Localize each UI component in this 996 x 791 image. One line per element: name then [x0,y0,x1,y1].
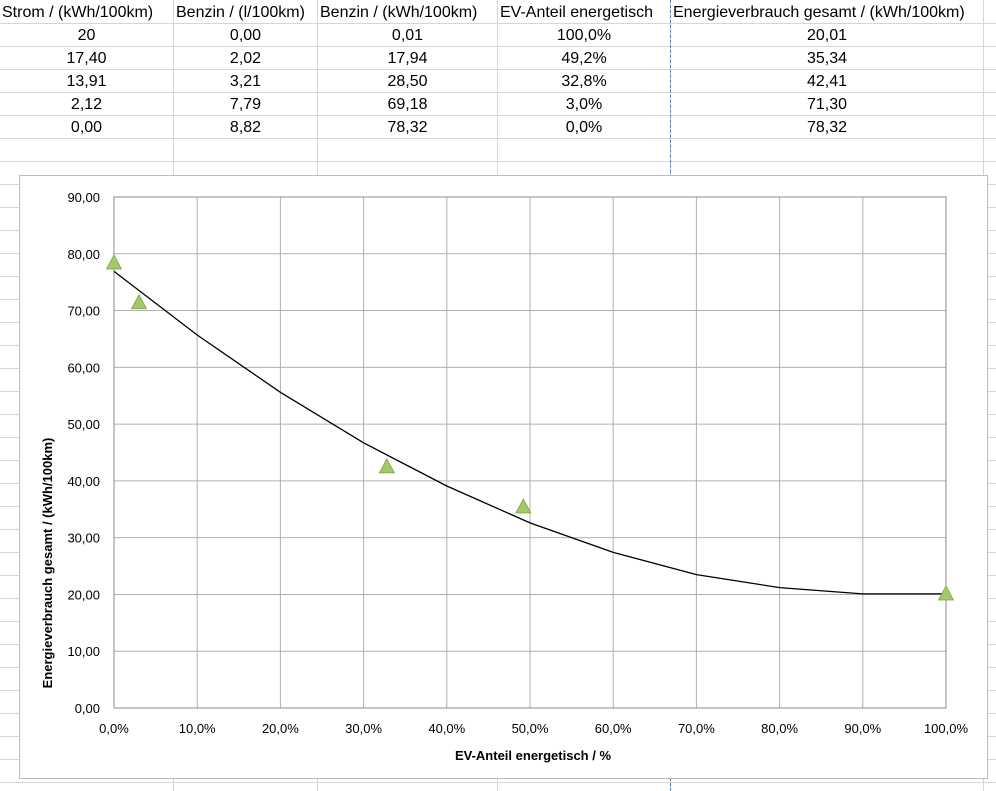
table-cell[interactable]: 28,50 [387,73,428,90]
y-tick-label: 10,00 [67,644,100,659]
chart-gridlines [113,196,947,709]
table-cell[interactable]: 49,2% [561,50,607,67]
column-header[interactable]: EV-Anteil energetisch [500,4,653,21]
table-cell[interactable]: 0,00 [229,27,262,44]
column-header[interactable]: Energieverbrauch gesamt / (kWh/100km) [673,4,965,21]
table-cell[interactable]: 8,82 [229,119,262,136]
data-point[interactable] [937,585,955,601]
trendline [113,270,946,595]
table-cell[interactable]: 7,79 [229,96,262,113]
y-axis-title: Energieverbrauch gesamt / (kWh/100km) [40,438,55,689]
x-tick-label: 90,0% [844,721,881,736]
table-cell[interactable]: 42,41 [806,73,848,90]
x-tick-label: 40,0% [428,721,465,736]
table-cell[interactable]: 20 [77,27,96,44]
plot-border [113,196,947,709]
y-tick-label: 20,00 [67,587,100,602]
column-header[interactable]: Benzin / (kWh/100km) [320,4,478,21]
table-cell[interactable]: 2,02 [229,50,262,67]
row-divider [0,138,996,139]
x-tick-label: 10,0% [179,721,216,736]
table-cell[interactable]: 17,94 [387,50,428,67]
x-tick-label: 100,0% [924,721,969,736]
y-tick-label: 30,00 [67,531,100,546]
row-divider [0,69,996,70]
y-tick-label: 80,00 [67,247,100,262]
data-points [105,254,955,601]
scatter-chart: 0,0% 10,0% 20,0% 30,0% 40,0% 50,0% 60,0% 70,0% 8… [40,190,968,763]
table-cell[interactable]: 0,00 [70,119,103,136]
table-cell[interactable]: 0,01 [391,27,424,44]
table-cell[interactable]: 71,30 [806,96,848,113]
table-cell[interactable]: 17,40 [66,50,107,67]
data-point[interactable] [378,457,396,474]
x-tick-label: 20,0% [262,721,299,736]
row-divider [0,115,996,116]
x-tick-label: 60,0% [595,721,632,736]
table-cell[interactable]: 78,32 [387,119,428,136]
table-cell[interactable]: 0,0% [565,119,603,136]
table-cell[interactable]: 32,8% [561,73,607,90]
data-point[interactable] [105,254,123,270]
x-tick-label: 50,0% [512,721,549,736]
row-divider [0,161,996,162]
row-divider [0,23,996,24]
data-point[interactable] [130,293,148,310]
table-cell[interactable]: 20,01 [806,27,848,44]
y-tick-label: 40,00 [67,474,100,489]
table-cell[interactable]: 69,18 [387,96,428,113]
data-point[interactable] [515,498,532,514]
plot-area [113,196,947,709]
y-tick-label: 90,00 [67,190,100,205]
row-divider [0,92,996,93]
row-divider [0,46,996,47]
x-tick-label: 80,0% [761,721,798,736]
x-tick-label: 30,0% [345,721,382,736]
y-tick-label: 0,00 [75,701,100,716]
row-divider [0,782,996,783]
x-tick-labels: 0,0% 10,0% 20,0% 30,0% 40,0% 50,0% 60,0% 70,0% 8… [99,721,968,736]
table-cell[interactable]: 100,0% [556,27,612,44]
y-tick-label: 60,00 [67,360,100,375]
column-header[interactable]: Benzin / (l/100km) [176,4,305,21]
x-axis-title: EV-Anteil energetisch / % [455,748,611,763]
table-cell[interactable]: 13,91 [66,73,107,90]
table-cell[interactable]: 78,32 [806,119,848,136]
table-cell[interactable]: 3,21 [229,73,262,90]
y-tick-labels: 0,00 10,00 20,00 30,00 40,00 50,00 60,00 70,00 8… [67,190,100,716]
y-tick-label: 70,00 [67,304,100,319]
column-header[interactable]: Strom / (kWh/100km) [2,4,154,21]
trendline-group [113,270,946,595]
table-cell[interactable]: 2,12 [70,96,103,113]
x-tick-label: 70,0% [678,721,715,736]
table-cell[interactable]: 3,0% [565,96,603,113]
chart-area[interactable]: 0,0% 10,0% 20,0% 30,0% 40,0% 50,0% 60,0% 70,0% 8… [19,175,988,779]
table-cell[interactable]: 35,34 [806,50,848,67]
y-tick-label: 50,00 [67,417,100,432]
x-tick-label: 0,0% [99,721,129,736]
